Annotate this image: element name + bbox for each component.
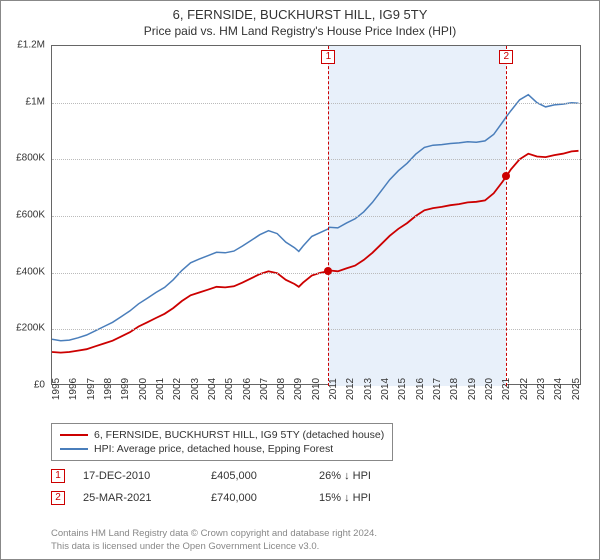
x-tick-label: 2004 xyxy=(207,378,218,400)
x-tick-label: 2025 xyxy=(571,378,582,400)
x-tick-label: 2003 xyxy=(190,378,201,400)
footer-line1: Contains HM Land Registry data © Crown c… xyxy=(51,528,377,540)
sale-marker-dot xyxy=(324,267,332,275)
gridline xyxy=(52,216,582,217)
gridline xyxy=(52,159,582,160)
x-tick-label: 2006 xyxy=(242,378,253,400)
y-tick-label: £0 xyxy=(34,380,45,391)
chart-title: 6, FERNSIDE, BUCKHURST HILL, IG9 5TY xyxy=(1,7,599,22)
x-tick-label: 2011 xyxy=(328,378,339,400)
legend-item: HPI: Average price, detached house, Eppi… xyxy=(60,442,384,456)
sale-date: 25-MAR-2021 xyxy=(83,492,193,504)
gridline xyxy=(52,273,582,274)
chart-area: 12 £0£200K£400K£600K£800K£1M£1.2M1995199… xyxy=(51,45,581,385)
sale-delta: 26% ↓ HPI xyxy=(319,470,371,482)
x-tick-label: 2018 xyxy=(449,378,460,400)
legend-label: HPI: Average price, detached house, Eppi… xyxy=(94,443,333,455)
sale-row: 1 17-DEC-2010 £405,000 26% ↓ HPI xyxy=(51,469,371,483)
x-tick-label: 2022 xyxy=(519,378,530,400)
y-tick-label: £400K xyxy=(16,266,45,277)
x-tick-label: 2007 xyxy=(259,378,270,400)
sale-marker-label: 2 xyxy=(499,50,513,64)
y-tick-label: £1M xyxy=(26,96,45,107)
x-tick-label: 1995 xyxy=(51,378,62,400)
x-tick-label: 2021 xyxy=(501,378,512,400)
chart-subtitle: Price paid vs. HM Land Registry's House … xyxy=(1,24,599,38)
x-tick-label: 2015 xyxy=(397,378,408,400)
y-tick-label: £600K xyxy=(16,210,45,221)
x-tick-label: 2017 xyxy=(432,378,443,400)
footer-attribution: Contains HM Land Registry data © Crown c… xyxy=(51,528,377,553)
legend-swatch xyxy=(60,434,88,436)
legend: 6, FERNSIDE, BUCKHURST HILL, IG9 5TY (de… xyxy=(51,423,393,461)
sale-row-marker: 2 xyxy=(51,491,65,505)
x-tick-label: 2009 xyxy=(293,378,304,400)
x-tick-label: 2023 xyxy=(536,378,547,400)
gridline xyxy=(52,103,582,104)
series-hpi xyxy=(52,95,579,341)
footer-line2: This data is licensed under the Open Gov… xyxy=(51,541,377,553)
x-tick-label: 2012 xyxy=(345,378,356,400)
legend-label: 6, FERNSIDE, BUCKHURST HILL, IG9 5TY (de… xyxy=(94,429,384,441)
x-tick-label: 2014 xyxy=(380,378,391,400)
x-tick-label: 2001 xyxy=(155,378,166,400)
x-tick-label: 1998 xyxy=(103,378,114,400)
x-tick-label: 2008 xyxy=(276,378,287,400)
x-tick-label: 2024 xyxy=(553,378,564,400)
sale-row: 2 25-MAR-2021 £740,000 15% ↓ HPI xyxy=(51,491,371,505)
gridline xyxy=(52,329,582,330)
x-tick-label: 2010 xyxy=(311,378,322,400)
sale-marker-line xyxy=(328,46,329,386)
sale-price: £405,000 xyxy=(211,470,301,482)
chart-container: 6, FERNSIDE, BUCKHURST HILL, IG9 5TY Pri… xyxy=(0,0,600,560)
y-tick-label: £800K xyxy=(16,153,45,164)
x-tick-label: 1999 xyxy=(120,378,131,400)
x-tick-label: 2013 xyxy=(363,378,374,400)
plot-region: 12 xyxy=(51,45,581,385)
sale-marker-line xyxy=(506,46,507,386)
x-tick-label: 1996 xyxy=(68,378,79,400)
legend-swatch xyxy=(60,448,88,450)
x-tick-label: 2000 xyxy=(138,378,149,400)
x-tick-label: 2005 xyxy=(224,378,235,400)
x-tick-label: 2020 xyxy=(484,378,495,400)
sale-marker-label: 1 xyxy=(321,50,335,64)
sale-date: 17-DEC-2010 xyxy=(83,470,193,482)
sale-marker-dot xyxy=(502,172,510,180)
series-property xyxy=(52,151,579,353)
legend-item: 6, FERNSIDE, BUCKHURST HILL, IG9 5TY (de… xyxy=(60,428,384,442)
y-tick-label: £1.2M xyxy=(17,40,45,51)
sale-row-marker: 1 xyxy=(51,469,65,483)
sale-delta: 15% ↓ HPI xyxy=(319,492,371,504)
x-tick-label: 2002 xyxy=(172,378,183,400)
x-tick-label: 1997 xyxy=(86,378,97,400)
x-tick-label: 2019 xyxy=(467,378,478,400)
y-tick-label: £200K xyxy=(16,323,45,334)
x-tick-label: 2016 xyxy=(415,378,426,400)
sale-price: £740,000 xyxy=(211,492,301,504)
